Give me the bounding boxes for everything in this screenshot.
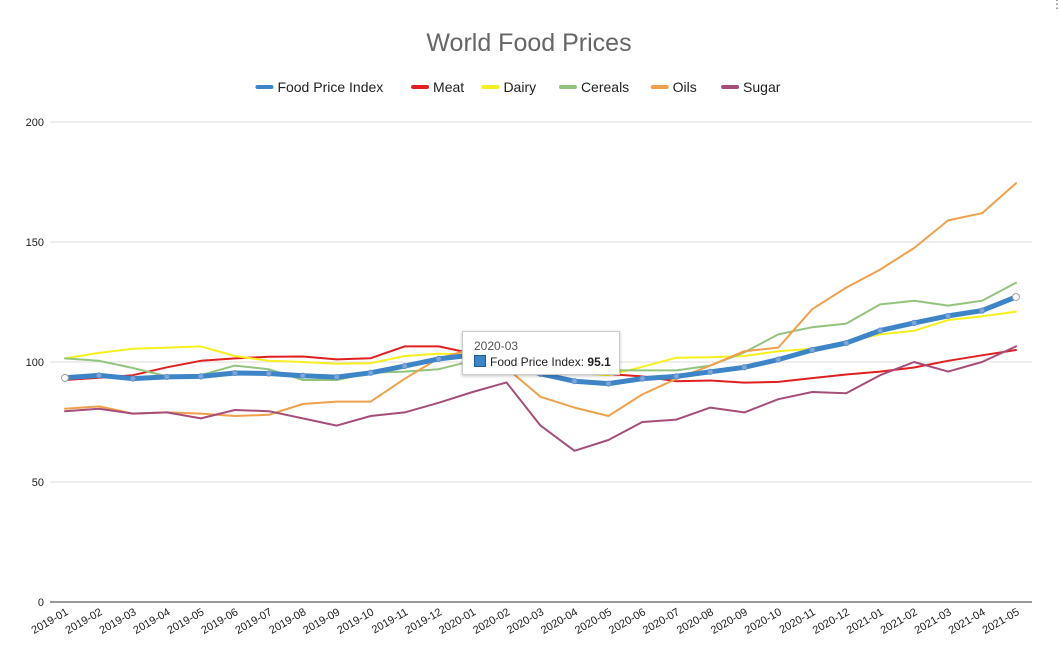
x-tick-label: 2020-07: [641, 606, 682, 637]
series-group[interactable]: [62, 182, 1019, 452]
y-tick-label: 150: [26, 237, 44, 249]
x-tick-label: 2021-03: [913, 606, 954, 637]
x-tick-label: 2020-03: [505, 606, 546, 637]
legend[interactable]: Food Price Index Meat Dairy Cereals Oils Suga…: [255, 79, 781, 95]
x-tick-label: 2020-04: [539, 606, 580, 637]
x-tick-label: 2019-05: [165, 606, 206, 637]
data-point[interactable]: [265, 370, 272, 377]
x-tick-label: 2019-10: [335, 606, 376, 637]
x-tick-label: 2020-12: [811, 606, 852, 637]
x-tick-label: 2021-01: [845, 606, 886, 637]
y-tick-label: 100: [26, 357, 44, 369]
x-tick-label: 2020-02: [471, 606, 512, 637]
data-point[interactable]: [95, 372, 103, 379]
legend-label: Food Price Index: [277, 79, 383, 95]
x-tick-label: 2020-01: [437, 606, 478, 637]
series-line-sugar[interactable]: [64, 345, 1017, 452]
x-tick-label: 2020-11: [777, 606, 817, 636]
x-tick-label: 2020-06: [607, 606, 648, 637]
x-tick-label: 2020-10: [743, 606, 784, 637]
data-point[interactable]: [571, 378, 578, 385]
data-point[interactable]: [673, 373, 680, 380]
tooltip-category: 2020-03: [474, 339, 519, 353]
data-point[interactable]: [299, 372, 306, 379]
data-point[interactable]: [978, 307, 986, 314]
legend-item[interactable]: Meat: [411, 79, 464, 95]
legend-label: Oils: [673, 79, 697, 95]
legend-item[interactable]: Dairy: [481, 79, 536, 95]
x-tick-label: 2019-03: [97, 606, 138, 637]
data-point[interactable]: [741, 364, 748, 371]
y-tick-label: 0: [38, 597, 44, 609]
tooltip-series-label: Food Price Index:: [490, 355, 585, 369]
y-tick-label: 200: [26, 117, 44, 129]
data-point[interactable]: [911, 319, 918, 326]
legend-item[interactable]: Sugar: [721, 79, 781, 95]
data-point[interactable]: [944, 312, 952, 320]
tooltip-value: 95.1: [587, 355, 611, 369]
x-tick-label: 2019-09: [301, 606, 342, 637]
data-point[interactable]: [1012, 292, 1020, 301]
data-point[interactable]: [707, 368, 714, 375]
x-tick-label: 2019-01: [30, 606, 71, 637]
data-point[interactable]: [401, 362, 408, 370]
data-point[interactable]: [605, 380, 612, 387]
legend-item[interactable]: Food Price Index: [255, 79, 383, 95]
data-point[interactable]: [197, 373, 204, 380]
series-line-oils[interactable]: [64, 182, 1017, 417]
y-axis: 0 50 100 150 200: [26, 117, 44, 609]
x-tick-label: 2020-09: [709, 606, 750, 637]
x-tick-label: 2021-02: [879, 606, 920, 637]
legend-item[interactable]: Cereals: [558, 79, 629, 95]
x-tick-label: 2019-04: [131, 606, 172, 637]
x-tick-label: 2019-11: [370, 606, 410, 636]
data-point[interactable]: [231, 369, 238, 377]
legend-item[interactable]: Oils: [650, 79, 697, 95]
x-tick-label: 2019-08: [267, 606, 308, 637]
legend-label: Meat: [433, 79, 464, 95]
data-point[interactable]: [639, 375, 646, 382]
tooltip: 2020-03 Food Price Index: 95.1: [462, 331, 620, 375]
data-point[interactable]: [163, 373, 170, 380]
x-axis: 2019-012019-022019-032019-042019-052019-…: [30, 606, 1022, 637]
tooltip-swatch-icon: [474, 355, 486, 367]
data-point[interactable]: [809, 346, 816, 354]
y-tick-label: 50: [32, 477, 44, 489]
x-tick-label: 2019-07: [233, 606, 274, 637]
x-tick-label: 2020-05: [573, 606, 614, 637]
data-point[interactable]: [843, 339, 850, 347]
data-point[interactable]: [129, 375, 137, 382]
x-tick-label: 2020-08: [675, 606, 716, 637]
data-point[interactable]: [775, 356, 782, 363]
x-tick-label: 2019-02: [63, 606, 104, 637]
data-point[interactable]: [333, 374, 340, 381]
x-tick-label: 2019-06: [199, 606, 240, 637]
tooltip-row: Food Price Index: 95.1: [474, 355, 611, 369]
legend-label: Sugar: [743, 79, 781, 95]
legend-label: Dairy: [503, 79, 536, 95]
x-tick-label: 2021-04: [947, 606, 988, 637]
legend-label: Cereals: [581, 79, 629, 95]
data-point[interactable]: [877, 327, 884, 334]
data-point[interactable]: [367, 369, 374, 376]
x-tick-label: 2019-12: [403, 606, 444, 637]
x-tick-label: 2021-05: [981, 606, 1022, 637]
data-point[interactable]: [61, 373, 69, 382]
chart-menu-icon[interactable]: ⋮: [1051, 0, 1059, 11]
chart-title: World Food Prices: [426, 29, 631, 57]
data-point[interactable]: [435, 355, 442, 362]
